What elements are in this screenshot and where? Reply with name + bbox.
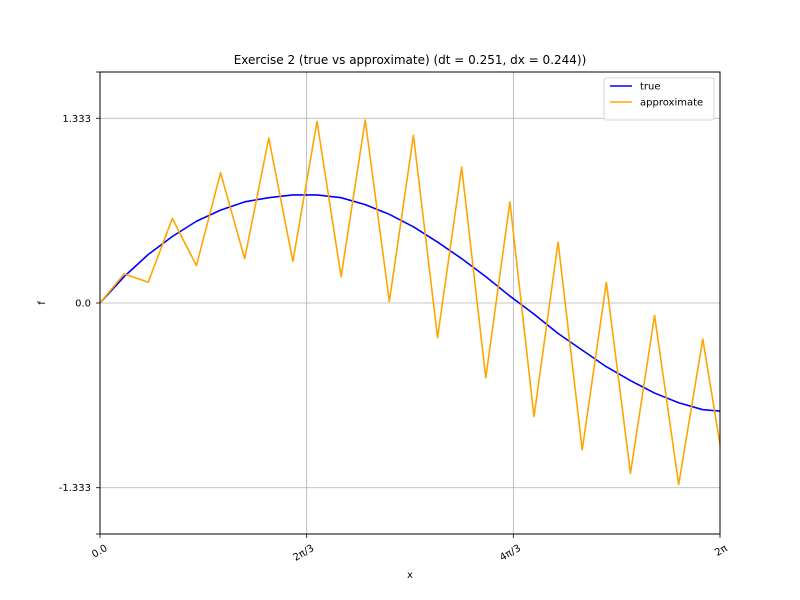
y-tick-label: 0.0 [75,299,91,310]
legend-label: approximate [640,98,703,109]
series-line-true [99,194,721,412]
x-tick-label: 2π [713,543,729,559]
series-layer [99,119,721,486]
y-tick-label: -1.333 [59,483,91,494]
y-tick-label: 1.333 [62,114,91,125]
series-line-approximate [99,119,721,486]
legend-label: true [640,82,661,93]
legend: true approximate [603,77,715,121]
chart-title: Exercise 2 (true vs approximate) (dt = 0… [234,53,587,67]
y-axis-label: f [37,301,48,305]
x-axis-label: x [407,570,413,581]
legend-box [603,77,715,121]
